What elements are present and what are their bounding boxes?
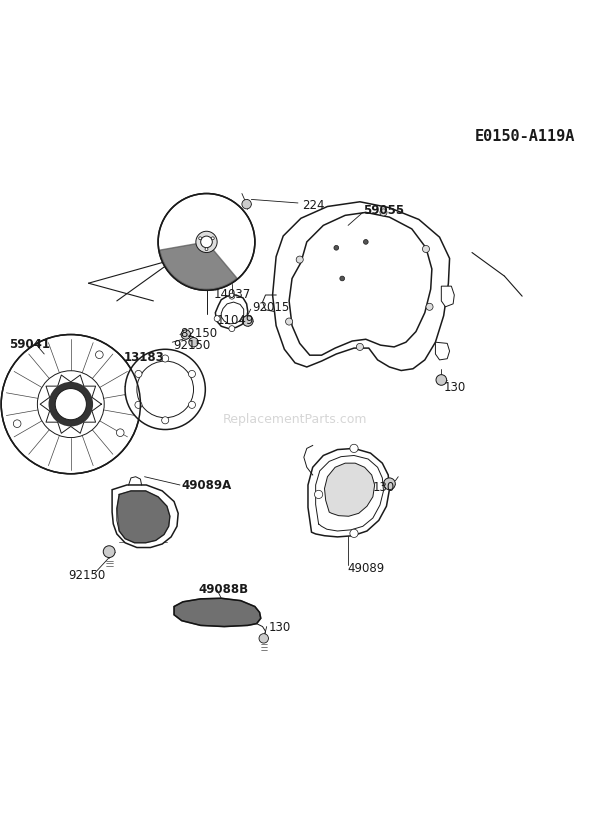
Circle shape (334, 246, 339, 251)
Circle shape (229, 327, 235, 332)
Text: 13183: 13183 (124, 351, 165, 363)
Circle shape (356, 344, 363, 351)
Circle shape (14, 420, 21, 428)
Circle shape (422, 246, 430, 253)
Circle shape (201, 237, 212, 248)
Circle shape (55, 389, 86, 420)
Polygon shape (160, 242, 237, 290)
Circle shape (188, 371, 195, 378)
Text: 59055: 59055 (363, 203, 404, 217)
Polygon shape (174, 599, 261, 627)
Text: 130: 130 (444, 380, 466, 394)
Polygon shape (174, 599, 261, 627)
Circle shape (211, 237, 214, 241)
Text: 92150: 92150 (68, 568, 105, 581)
Circle shape (162, 356, 169, 362)
Polygon shape (308, 449, 389, 538)
Circle shape (181, 331, 191, 340)
Circle shape (1, 335, 140, 474)
Circle shape (125, 350, 205, 430)
Circle shape (436, 375, 447, 386)
Text: 130: 130 (269, 620, 291, 633)
Polygon shape (273, 203, 450, 371)
Text: 224: 224 (302, 198, 324, 212)
Circle shape (158, 194, 255, 291)
Text: 49089: 49089 (347, 562, 384, 575)
Circle shape (242, 200, 251, 209)
Circle shape (103, 546, 115, 558)
Circle shape (205, 248, 208, 251)
Text: 49089A: 49089A (182, 479, 232, 492)
Text: 11049: 11049 (217, 313, 254, 327)
Text: 82150: 82150 (181, 327, 218, 339)
Text: 49088B: 49088B (198, 582, 248, 595)
Circle shape (135, 371, 142, 378)
Circle shape (229, 294, 235, 299)
Polygon shape (324, 464, 375, 517)
Circle shape (96, 351, 103, 359)
Circle shape (350, 445, 358, 453)
Circle shape (340, 277, 345, 281)
Text: 92015: 92015 (253, 301, 290, 314)
Circle shape (296, 256, 303, 264)
Circle shape (350, 529, 358, 538)
Circle shape (380, 209, 387, 217)
Circle shape (188, 402, 195, 409)
Polygon shape (117, 491, 170, 543)
Circle shape (384, 478, 395, 490)
Circle shape (196, 232, 217, 253)
Circle shape (214, 316, 220, 323)
Polygon shape (112, 485, 178, 547)
Circle shape (363, 241, 368, 245)
Text: 92150: 92150 (173, 338, 210, 351)
Circle shape (314, 490, 323, 499)
Circle shape (426, 304, 433, 311)
Text: 59041: 59041 (9, 337, 50, 351)
Text: 14037: 14037 (214, 288, 251, 300)
Polygon shape (215, 295, 248, 329)
Circle shape (189, 338, 198, 347)
Circle shape (48, 382, 93, 427)
Circle shape (37, 371, 104, 438)
Circle shape (286, 318, 293, 326)
Circle shape (199, 237, 202, 241)
Circle shape (242, 316, 253, 327)
Text: ReplacementParts.com: ReplacementParts.com (223, 413, 367, 426)
Text: E0150-A119A: E0150-A119A (475, 129, 575, 144)
Circle shape (116, 429, 124, 437)
Polygon shape (441, 287, 454, 308)
Polygon shape (435, 342, 450, 361)
Text: 130: 130 (373, 480, 395, 494)
Circle shape (162, 418, 169, 424)
Circle shape (244, 316, 250, 323)
Circle shape (259, 633, 268, 643)
Circle shape (135, 402, 142, 409)
